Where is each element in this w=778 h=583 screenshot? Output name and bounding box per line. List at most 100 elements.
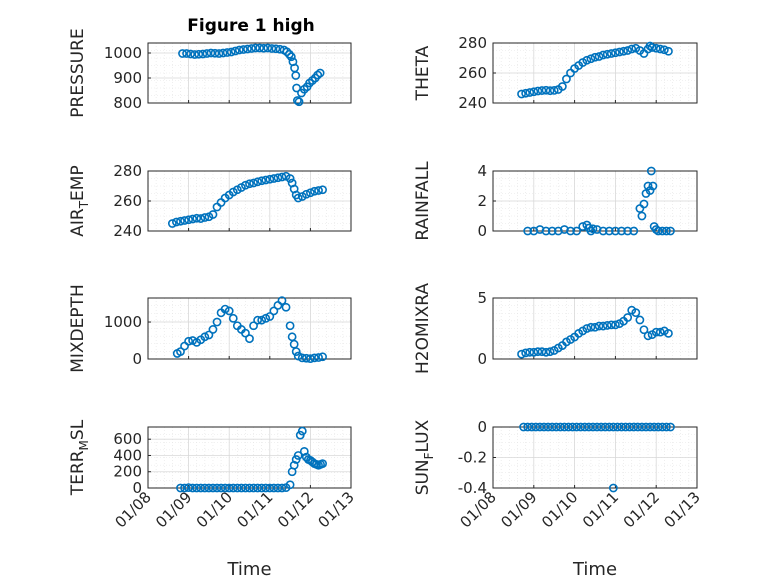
data-point [249,483,258,493]
data-point [289,460,299,470]
data-point [188,483,198,493]
data-point [598,321,608,331]
data-point [533,86,543,96]
data-point [257,176,267,186]
data-point [228,483,238,493]
x-tick-label: 01/12 [620,488,663,531]
y-tick-label: 400 [113,446,142,464]
data-point [606,320,616,330]
data-point [582,324,592,333]
y-tick-label: 4 [477,162,487,180]
data-point [586,322,596,332]
data-point [241,328,250,338]
data-point [253,315,263,325]
data-point [580,422,590,432]
y-tick-label: 240 [458,94,487,112]
data-point [547,226,557,236]
data-point [212,483,222,493]
data-point [592,422,602,432]
subplot-4: 0 2 4 RAINFALL [413,161,698,241]
x-axis-label: Time [226,559,271,580]
data-point [537,86,547,95]
data-point [590,322,600,332]
data-point [566,226,575,236]
data-point [249,321,258,331]
data-point [645,422,655,432]
data-point [299,446,309,456]
data-point [218,48,228,58]
data-point [261,483,271,493]
data-point [273,173,283,183]
data-point [659,45,669,55]
y-axis-label: SUNFLUX [413,419,436,495]
data-point [646,166,656,176]
data-point [285,480,295,490]
y-axis-label: TERRMSL [68,419,91,496]
data-point [517,89,526,99]
y-tick-label: -0.2 [458,449,487,467]
data-point [200,332,210,342]
data-point [318,352,327,362]
y-tick-label: 280 [458,34,487,52]
data-point [220,483,230,493]
x-tick-label: 01/11 [579,488,622,531]
data-point [200,483,210,493]
data-point [590,52,600,62]
data-point [216,483,226,493]
data-point [621,422,630,432]
data-point [293,451,303,460]
data-series [519,422,675,493]
data-point [551,422,561,432]
data-point [305,188,315,198]
data-point [269,483,279,493]
data-point [241,180,250,190]
data-point [600,422,610,432]
y-axis-label: PRESSURE [68,28,88,117]
data-point [184,215,193,225]
y-tick-label: 260 [458,64,487,82]
data-point [277,296,287,305]
data-point [611,48,620,58]
data-point [629,422,639,432]
data-point [226,47,236,57]
data-point [208,483,218,493]
data-point [224,483,234,493]
data-point [572,226,582,236]
data-point [269,174,279,183]
data-point [318,185,327,195]
data-point [568,422,577,432]
data-point [651,327,661,337]
data-point [294,97,304,107]
data-point [239,45,248,54]
y-tick-label: 240 [113,222,142,240]
data-point [521,348,531,358]
data-point [291,347,301,357]
data-point [259,43,269,53]
data-point [517,349,526,359]
subplot-2: 240 260 280 THETA [413,34,698,112]
data-point [249,178,258,188]
data-point [639,199,649,209]
data-point [541,85,551,95]
data-point [269,306,279,316]
data-point [188,336,198,345]
data-point [305,354,315,364]
data-point [176,216,185,226]
data-point [539,422,549,432]
y-tick-label: 0 [477,350,487,368]
data-series [523,166,675,236]
data-point [619,46,628,56]
axes-frame [492,297,698,360]
data-point [545,86,555,96]
data-point [541,226,551,236]
data-point [547,422,557,432]
data-point [523,226,533,236]
data-point [594,321,604,331]
x-tick-label: 01/11 [233,488,276,531]
data-point [180,216,189,225]
y-tick-label: 0 [477,418,487,436]
data-point [297,426,307,436]
figure-title: Figure 1 high [187,16,315,36]
data-series [167,171,327,228]
